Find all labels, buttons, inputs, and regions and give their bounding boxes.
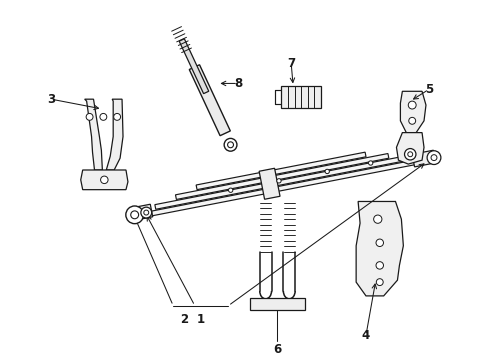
Circle shape <box>141 207 151 218</box>
Circle shape <box>430 155 436 161</box>
Polygon shape <box>189 65 230 136</box>
Circle shape <box>325 169 329 174</box>
Text: 4: 4 <box>361 329 369 342</box>
Polygon shape <box>411 150 435 167</box>
Circle shape <box>404 149 415 160</box>
Circle shape <box>408 117 415 124</box>
Circle shape <box>143 210 148 215</box>
Circle shape <box>224 138 237 151</box>
Polygon shape <box>175 153 388 199</box>
Text: 8: 8 <box>233 77 242 90</box>
Text: 1: 1 <box>196 313 204 326</box>
Polygon shape <box>134 156 433 219</box>
Polygon shape <box>106 99 123 170</box>
Polygon shape <box>81 170 128 190</box>
Circle shape <box>426 151 440 165</box>
Text: 7: 7 <box>286 57 295 70</box>
Polygon shape <box>400 91 425 132</box>
Circle shape <box>376 279 383 285</box>
Circle shape <box>227 142 233 148</box>
Circle shape <box>113 113 121 120</box>
Circle shape <box>368 161 372 165</box>
Polygon shape <box>84 99 102 170</box>
Text: 3: 3 <box>47 93 55 106</box>
Polygon shape <box>259 168 280 199</box>
Polygon shape <box>179 39 208 94</box>
Circle shape <box>375 262 383 269</box>
Polygon shape <box>249 298 305 310</box>
Circle shape <box>373 215 381 223</box>
Circle shape <box>86 113 93 120</box>
Circle shape <box>407 152 412 157</box>
Circle shape <box>130 211 138 219</box>
Polygon shape <box>133 204 152 220</box>
Circle shape <box>101 176 108 184</box>
Polygon shape <box>196 152 365 190</box>
Polygon shape <box>281 86 320 108</box>
Circle shape <box>407 101 415 109</box>
Circle shape <box>276 179 281 183</box>
Text: 5: 5 <box>424 83 432 96</box>
Polygon shape <box>396 132 423 164</box>
Circle shape <box>375 239 383 247</box>
Polygon shape <box>355 202 403 296</box>
Circle shape <box>125 206 143 224</box>
Text: 6: 6 <box>273 342 281 356</box>
Circle shape <box>100 113 106 120</box>
Circle shape <box>228 188 232 192</box>
Polygon shape <box>155 155 411 209</box>
Text: 2: 2 <box>180 313 188 326</box>
